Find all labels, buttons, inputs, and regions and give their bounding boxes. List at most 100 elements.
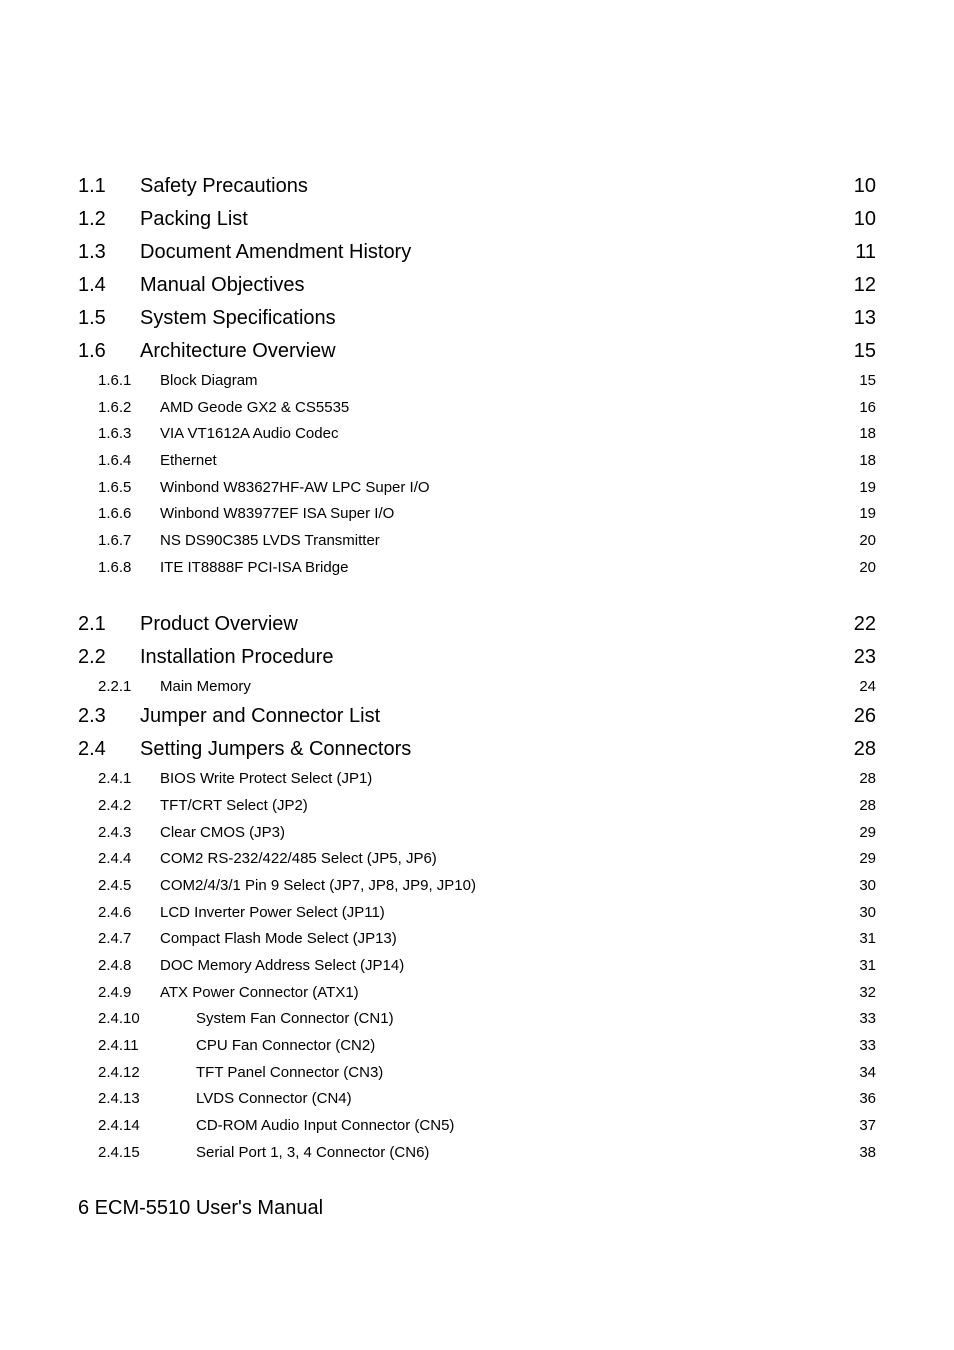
toc-entry: 2.4.2 TFT/CRT Select (JP2) 28 — [98, 793, 876, 820]
toc-entry: 2.4.5 COM2/4/3/1 Pin 9 Select (JP7, JP8,… — [98, 873, 876, 900]
toc-title: ATX Power Connector (ATX1) — [160, 980, 359, 1007]
toc-title: System Fan Connector (CN1) — [196, 1006, 394, 1033]
toc-number: 1.6.7 — [98, 528, 160, 555]
toc-title: CPU Fan Connector (CN2) — [196, 1033, 375, 1060]
toc-title: Product Overview — [140, 608, 298, 641]
toc-title: LCD Inverter Power Select (JP11) — [160, 900, 385, 927]
toc-number: 2.3 — [78, 700, 140, 733]
toc-entry: 1.6.6 Winbond W83977EF ISA Super I/O 19 — [98, 501, 876, 528]
toc-page: 13 — [854, 302, 876, 335]
toc-number: 2.4.12 — [98, 1060, 196, 1087]
toc-title: Compact Flash Mode Select (JP13) — [160, 926, 397, 953]
toc-number: 1.6.4 — [98, 448, 160, 475]
toc-entry: 2.4.14 CD-ROM Audio Input Connector (CN5… — [98, 1113, 876, 1140]
toc-page: 29 — [859, 846, 876, 873]
toc-title: Main Memory — [160, 674, 251, 701]
toc-number: 2.4.5 — [98, 873, 160, 900]
toc-page: 36 — [859, 1086, 876, 1113]
page-footer: 6 ECM-5510 User's Manual — [78, 1197, 876, 1220]
toc-entry: 2.4.3 Clear CMOS (JP3) 29 — [98, 820, 876, 847]
toc-page: 20 — [859, 555, 876, 582]
toc-number: 1.6 — [78, 335, 140, 368]
toc-number: 2.4.2 — [98, 793, 160, 820]
toc-entry: 2.4.15 Serial Port 1, 3, 4 Connector (CN… — [98, 1140, 876, 1167]
toc-entry: 2.4.1 BIOS Write Protect Select (JP1) 28 — [98, 766, 876, 793]
toc-title: ITE IT8888F PCI-ISA Bridge — [160, 555, 348, 582]
toc-page: 19 — [859, 475, 876, 502]
toc-title: Safety Precautions — [140, 170, 308, 203]
toc-page: 19 — [859, 501, 876, 528]
toc-entry: 1.2 Packing List 10 — [78, 203, 876, 236]
toc-title: System Specifications — [140, 302, 336, 335]
toc-entry: 1.5 System Specifications 13 — [78, 302, 876, 335]
toc-entry: 1.6.1 Block Diagram 15 — [98, 368, 876, 395]
toc-page: 30 — [859, 873, 876, 900]
toc-number: 1.6.1 — [98, 368, 160, 395]
toc-title: COM2/4/3/1 Pin 9 Select (JP7, JP8, JP9, … — [160, 873, 476, 900]
toc-number: 1.4 — [78, 269, 140, 302]
toc-entry: 1.6.4 Ethernet 18 — [98, 448, 876, 475]
toc-entry: 1.4 Manual Objectives 12 — [78, 269, 876, 302]
toc-page: 33 — [859, 1006, 876, 1033]
toc-entry: 1.1 Safety Precautions 10 — [78, 170, 876, 203]
toc-page: 28 — [859, 793, 876, 820]
toc-entry: 2.1 Product Overview 22 — [78, 608, 876, 641]
toc-number: 1.6.8 — [98, 555, 160, 582]
toc-title: Jumper and Connector List — [140, 700, 380, 733]
toc-page: 24 — [859, 674, 876, 701]
toc-page: 38 — [859, 1140, 876, 1167]
toc-title: TFT Panel Connector (CN3) — [196, 1060, 383, 1087]
toc-entry: 1.6.8 ITE IT8888F PCI-ISA Bridge 20 — [98, 555, 876, 582]
toc-entry: 2.4.7 Compact Flash Mode Select (JP13) 3… — [98, 926, 876, 953]
toc-entry: 2.4.12 TFT Panel Connector (CN3) 34 — [98, 1060, 876, 1087]
toc-number: 1.2 — [78, 203, 140, 236]
toc-entry: 2.4.9 ATX Power Connector (ATX1) 32 — [98, 980, 876, 1007]
toc-title: Winbond W83627HF-AW LPC Super I/O — [160, 475, 430, 502]
toc-entry: 1.6.3 VIA VT1612A Audio Codec 18 — [98, 421, 876, 448]
toc-number: 2.1 — [78, 608, 140, 641]
toc-title: Document Amendment History — [140, 236, 411, 269]
toc-number: 2.4.10 — [98, 1006, 196, 1033]
toc-entry: 2.4.13 LVDS Connector (CN4) 36 — [98, 1086, 876, 1113]
toc-number: 2.4.3 — [98, 820, 160, 847]
toc-title: TFT/CRT Select (JP2) — [160, 793, 308, 820]
toc-entry: 1.6.2 AMD Geode GX2 & CS5535 16 — [98, 395, 876, 422]
toc-entry: 1.6.5 Winbond W83627HF-AW LPC Super I/O … — [98, 475, 876, 502]
toc-page: 33 — [859, 1033, 876, 1060]
toc-title: Installation Procedure — [140, 641, 333, 674]
toc-title: LVDS Connector (CN4) — [196, 1086, 352, 1113]
toc-page: 15 — [859, 368, 876, 395]
toc-title: Architecture Overview — [140, 335, 336, 368]
toc-page: 31 — [859, 926, 876, 953]
toc-page: 34 — [859, 1060, 876, 1087]
toc-number: 2.4.7 — [98, 926, 160, 953]
toc-page: 28 — [854, 733, 876, 766]
toc-page: 18 — [859, 421, 876, 448]
toc-title: COM2 RS-232/422/485 Select (JP5, JP6) — [160, 846, 437, 873]
toc-entry: 2.4.10 System Fan Connector (CN1) 33 — [98, 1006, 876, 1033]
toc-number: 2.2.1 — [98, 674, 160, 701]
toc-number: 2.4 — [78, 733, 140, 766]
section-gap — [78, 582, 876, 608]
toc-title: Serial Port 1, 3, 4 Connector (CN6) — [196, 1140, 429, 1167]
toc-number: 1.6.6 — [98, 501, 160, 528]
toc-title: NS DS90C385 LVDS Transmitter — [160, 528, 380, 555]
toc-title: CD-ROM Audio Input Connector (CN5) — [196, 1113, 454, 1140]
toc-number: 2.4.4 — [98, 846, 160, 873]
toc-page: 37 — [859, 1113, 876, 1140]
toc-page: 31 — [859, 953, 876, 980]
toc-number: 2.4.9 — [98, 980, 160, 1007]
toc-page: 10 — [854, 170, 876, 203]
toc-page: 15 — [854, 335, 876, 368]
toc-page: 26 — [854, 700, 876, 733]
toc-page: 20 — [859, 528, 876, 555]
toc-page: 12 — [854, 269, 876, 302]
toc-number: 2.4.13 — [98, 1086, 196, 1113]
toc-number: 1.3 — [78, 236, 140, 269]
toc-title: DOC Memory Address Select (JP14) — [160, 953, 404, 980]
toc-number: 2.4.8 — [98, 953, 160, 980]
toc-title: Winbond W83977EF ISA Super I/O — [160, 501, 394, 528]
toc-number: 2.4.14 — [98, 1113, 196, 1140]
toc-entry: 1.3 Document Amendment History 11 — [78, 236, 876, 269]
toc-entry: 2.4.6 LCD Inverter Power Select (JP11) 3… — [98, 900, 876, 927]
